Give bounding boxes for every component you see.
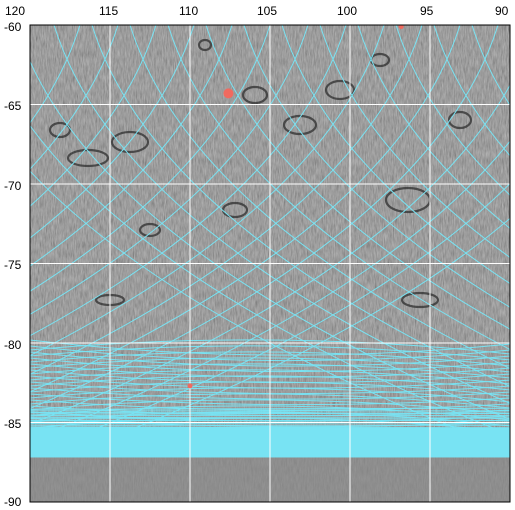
lat-tick-labels: -60 -65 -70 -75 -80 -85 -90 (4, 20, 22, 509)
crater (447, 110, 473, 130)
crater (110, 130, 150, 154)
ground-track (433, 25, 510, 157)
grid-lines (30, 25, 510, 502)
crater (197, 38, 213, 52)
ground-track (129, 217, 510, 431)
crater (138, 222, 162, 238)
markers (187, 25, 404, 389)
lon-tick-label: 95 (420, 4, 434, 18)
ground-track (30, 25, 81, 124)
lat-tick-label: -70 (4, 179, 22, 193)
ground-track (30, 25, 347, 337)
lon-tick-label: 120 (5, 4, 25, 18)
crater (324, 79, 356, 101)
crater (282, 114, 318, 136)
crater (241, 85, 269, 105)
ground-track (357, 25, 510, 229)
lon-tick-label: 110 (179, 4, 198, 18)
lat-tick-label: -80 (4, 338, 22, 352)
ground-track (30, 25, 195, 239)
lon-tick-label: 105 (257, 4, 277, 18)
ground-track (30, 25, 157, 207)
lon-tick-label: 90 (495, 4, 509, 18)
ground-track (30, 25, 271, 292)
lon-tick-label: 115 (99, 4, 118, 18)
ground-track (30, 25, 499, 409)
crater (66, 148, 110, 168)
crater-group (48, 38, 473, 309)
lat-tick-label: -90 (4, 495, 22, 509)
ground-track (30, 25, 423, 375)
ground-track (509, 25, 510, 27)
lon-tick-labels: 120 115 110 105 100 95 90 (5, 4, 509, 18)
ground-track (30, 25, 385, 357)
ground-track (30, 25, 309, 315)
ground-track (30, 25, 461, 393)
ground-track (30, 25, 233, 267)
plot-frame (29, 24, 511, 503)
lat-tick-label: -65 (4, 99, 22, 113)
lon-tick-label: 100 (337, 4, 357, 18)
lat-tick-label: -60 (4, 20, 22, 34)
ground-track (395, 25, 510, 196)
ground-track (53, 140, 510, 431)
ground-track (91, 182, 510, 431)
ground-track (471, 25, 510, 107)
marker-top-edge (398, 25, 404, 30)
crater (400, 291, 440, 309)
lat-tick-label: -75 (4, 258, 22, 272)
lat-tick-label: -85 (4, 417, 22, 431)
marker-small (187, 383, 193, 389)
marker-large (223, 88, 234, 99)
ground-track (30, 25, 119, 170)
crater (48, 121, 72, 139)
